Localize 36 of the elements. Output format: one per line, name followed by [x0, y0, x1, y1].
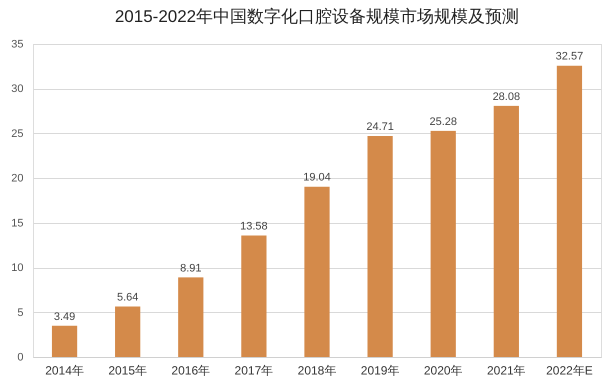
data-label: 32.57	[556, 50, 584, 63]
data-label: 19.04	[303, 172, 331, 184]
data-label: 3.49	[54, 310, 76, 323]
data-label: 8.91	[180, 262, 202, 274]
y-tick-label: 5	[17, 306, 24, 319]
data-label: 13.58	[240, 220, 268, 233]
bar	[241, 236, 267, 357]
x-tick-label: 2018年	[298, 364, 336, 378]
data-label: 24.71	[366, 121, 394, 134]
x-tick-label: 2021年	[486, 364, 526, 378]
bar	[494, 106, 519, 357]
data-label: 5.64	[116, 292, 138, 304]
bar	[52, 326, 78, 357]
y-tick-label: 30	[11, 83, 24, 96]
data-label: 25.28	[429, 116, 457, 128]
x-tick-label: 2014年	[45, 364, 84, 378]
y-tick-label: 0	[17, 352, 24, 364]
bar	[367, 136, 393, 357]
x-tick-label: 2015年	[108, 364, 148, 378]
x-tick-label: 2019年	[360, 364, 400, 378]
x-tick-label: 2016年	[171, 364, 210, 378]
bar	[430, 130, 456, 357]
bar	[556, 66, 582, 357]
x-tick-label: 2017年	[234, 364, 274, 378]
bar	[178, 277, 204, 357]
y-tick-label: 15	[11, 217, 24, 230]
x-tick-label: 2022年E	[546, 364, 593, 378]
bar	[304, 186, 330, 357]
data-label: 28.08	[492, 90, 520, 103]
x-tick-label: 2020年	[424, 364, 463, 378]
chart-title: 2015-2022年中国数字化口腔设备规模市场规模及预测	[114, 7, 520, 26]
y-tick-label: 25	[11, 128, 24, 140]
y-tick-label: 35	[11, 38, 24, 50]
y-tick-label: 20	[11, 172, 24, 185]
bar	[115, 306, 140, 357]
y-tick-label: 10	[11, 262, 24, 274]
